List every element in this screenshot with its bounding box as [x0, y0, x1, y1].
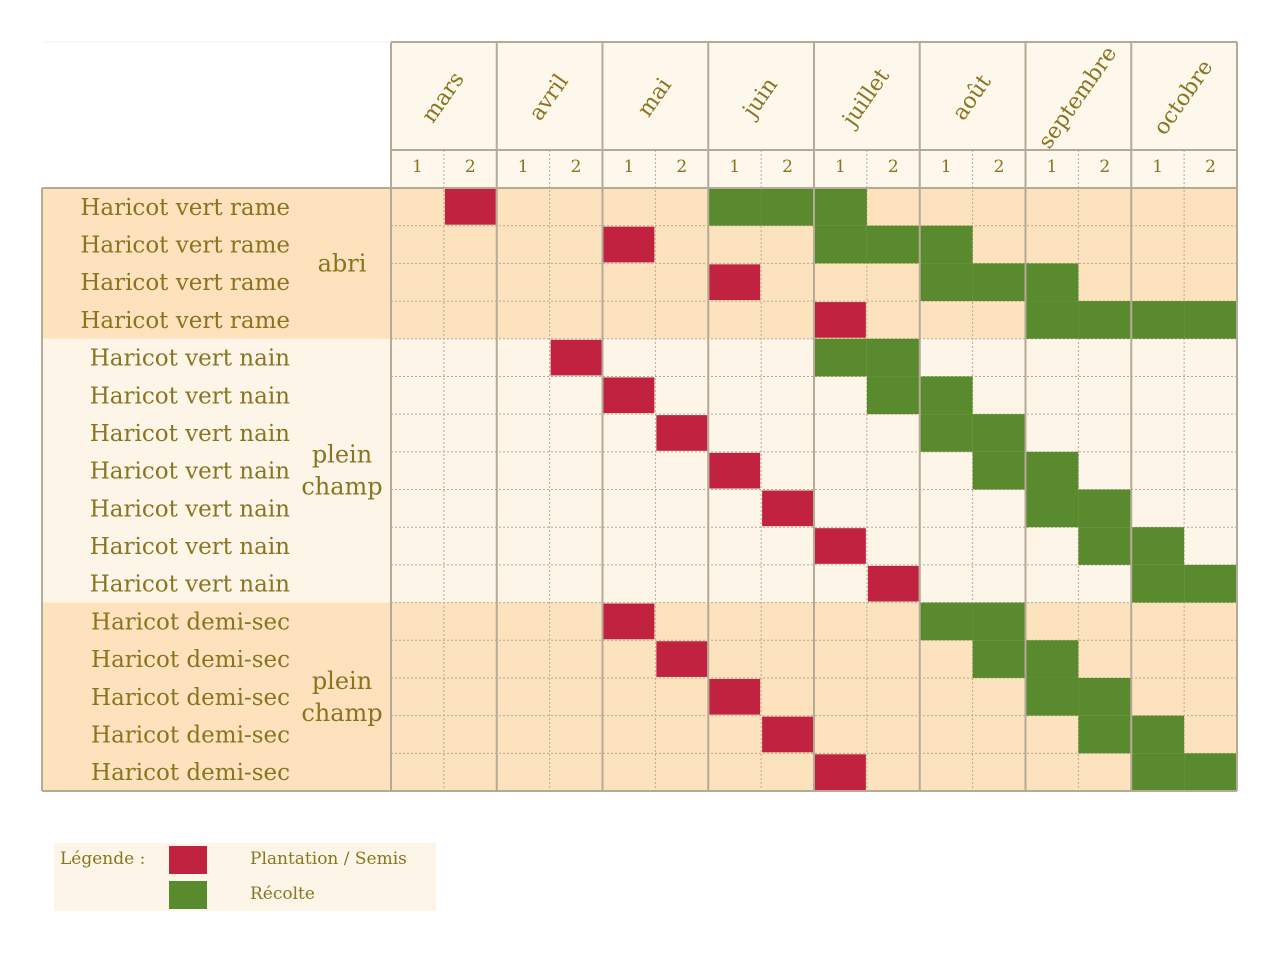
recolte-cell — [919, 602, 973, 641]
recolte-cell — [1078, 715, 1132, 754]
plantation-cell — [815, 528, 866, 564]
row-label: Haricot vert nain — [90, 459, 290, 485]
half-label: 1 — [518, 157, 529, 177]
recolte-cell — [1131, 564, 1185, 603]
recolte-cell — [919, 263, 973, 302]
row-label: Haricot vert rame — [80, 233, 290, 259]
recolte-cell — [972, 602, 1026, 641]
row-label: Haricot demi-sec — [91, 685, 290, 711]
half-label: 1 — [1152, 157, 1163, 177]
recolte-cell — [1131, 527, 1185, 565]
half-label: 2 — [571, 157, 582, 177]
half-label: 2 — [994, 157, 1005, 177]
half-label: 2 — [1099, 157, 1110, 177]
plantation-cell — [709, 264, 761, 301]
recolte-cell — [866, 225, 920, 264]
row-label: Haricot vert nain — [90, 572, 290, 598]
half-label: 2 — [1205, 157, 1216, 177]
recolte-cell — [919, 414, 973, 452]
recolte-cell — [866, 376, 920, 415]
recolte-cell — [1025, 489, 1079, 528]
half-label: 1 — [941, 157, 952, 177]
legend-recolte-label: Récolte — [250, 884, 315, 904]
recolte-cell — [972, 451, 1026, 490]
group-label: plein — [312, 667, 372, 695]
legend-plantation-label: Plantation / Semis — [250, 849, 407, 869]
legend — [54, 843, 436, 911]
half-label: 1 — [1047, 157, 1058, 177]
recolte-cell — [866, 338, 920, 377]
half-label: 1 — [729, 157, 740, 177]
group-label: abri — [318, 249, 367, 277]
plantation-cell — [867, 565, 919, 602]
legend-recolte-swatch — [169, 881, 207, 909]
recolte-cell — [814, 188, 867, 226]
row-label: Haricot demi-sec — [91, 647, 290, 673]
plantation-cell — [815, 754, 866, 790]
row-label: Haricot demi-sec — [91, 760, 290, 786]
recolte-cell — [1078, 527, 1132, 565]
recolte-cell — [1025, 301, 1079, 339]
recolte-cell — [1131, 715, 1185, 754]
group-label: champ — [301, 473, 382, 501]
plantation-cell — [815, 302, 866, 338]
plantation-cell — [603, 226, 655, 263]
half-label: 1 — [835, 157, 846, 177]
plantation-cell — [603, 377, 655, 414]
recolte-cell — [814, 225, 867, 264]
row-label: Haricot demi-sec — [91, 722, 290, 748]
row-label: Haricot vert nain — [90, 496, 290, 522]
recolte-cell — [1025, 640, 1079, 678]
recolte-cell — [1025, 263, 1079, 302]
recolte-cell — [1131, 301, 1185, 339]
plantation-cell — [762, 716, 813, 753]
plantation-cell — [709, 452, 761, 489]
half-label: 1 — [412, 157, 423, 177]
recolte-cell — [1184, 753, 1237, 791]
half-label: 2 — [888, 157, 899, 177]
row-label: Haricot vert rame — [80, 270, 290, 296]
recolte-cell — [1184, 564, 1237, 603]
plantation-cell — [603, 603, 655, 640]
recolte-cell — [708, 188, 762, 226]
half-label: 2 — [782, 157, 793, 177]
recolte-cell — [1025, 451, 1079, 490]
plantation-cell — [656, 415, 708, 451]
plantation-cell — [709, 678, 761, 715]
row-label: Haricot vert nain — [90, 346, 290, 372]
recolte-cell — [1131, 753, 1185, 791]
recolte-cell — [919, 225, 973, 264]
half-label: 2 — [676, 157, 687, 177]
recolte-cell — [1078, 301, 1132, 339]
recolte-cell — [761, 188, 814, 226]
row-label: Haricot vert rame — [80, 195, 290, 221]
plantation-cell — [550, 339, 602, 376]
plantation-cell — [656, 641, 708, 677]
recolte-cell — [1078, 489, 1132, 528]
recolte-cell — [1025, 677, 1079, 716]
recolte-cell — [972, 414, 1026, 452]
recolte-cell — [919, 376, 973, 415]
plantation-cell — [762, 490, 813, 527]
recolte-cell — [1184, 301, 1237, 339]
group-label: champ — [301, 699, 382, 727]
half-label: 2 — [465, 157, 476, 177]
row-label: Haricot vert nain — [90, 534, 290, 560]
plantation-cell — [444, 189, 496, 225]
recolte-cell — [972, 640, 1026, 678]
recolte-cell — [1078, 677, 1132, 716]
legend-plantation-swatch — [169, 846, 207, 874]
recolte-cell — [814, 338, 867, 377]
legend-title: Légende : — [60, 849, 146, 869]
recolte-cell — [972, 263, 1026, 302]
half-label: 1 — [624, 157, 635, 177]
row-label: Haricot vert rame — [80, 308, 290, 334]
row-label: Haricot vert nain — [90, 421, 290, 447]
group-label: plein — [312, 441, 372, 469]
row-label: Haricot demi-sec — [91, 609, 290, 635]
row-label: Haricot vert nain — [90, 383, 290, 409]
